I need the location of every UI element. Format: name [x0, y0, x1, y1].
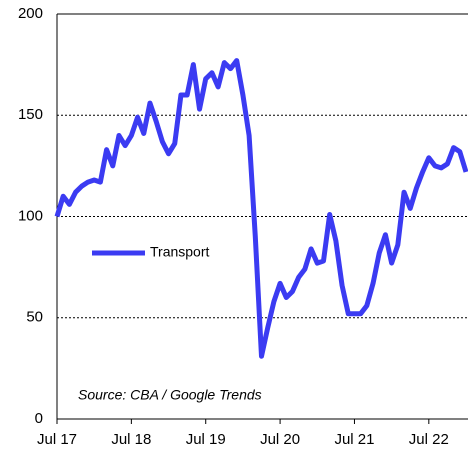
y-tick-label: 150: [18, 106, 43, 123]
x-tick-label: Jul 18: [111, 431, 151, 448]
x-tick-label: Jul 17: [37, 431, 77, 448]
x-tick-label: Jul 21: [334, 431, 374, 448]
legend-label: Transport: [150, 244, 210, 260]
y-tick-label: 50: [26, 309, 43, 326]
y-tick-label: 100: [18, 207, 43, 224]
source-note: Source: CBA / Google Trends: [78, 387, 262, 403]
series-line: [54, 58, 468, 359]
x-tick-label: Jul 19: [186, 431, 226, 448]
y-tick-label: 0: [35, 410, 43, 427]
y-tick-label: 200: [18, 5, 43, 22]
x-tick-label: Jul 22: [409, 431, 449, 448]
x-tick-label: Jul 20: [260, 431, 300, 448]
